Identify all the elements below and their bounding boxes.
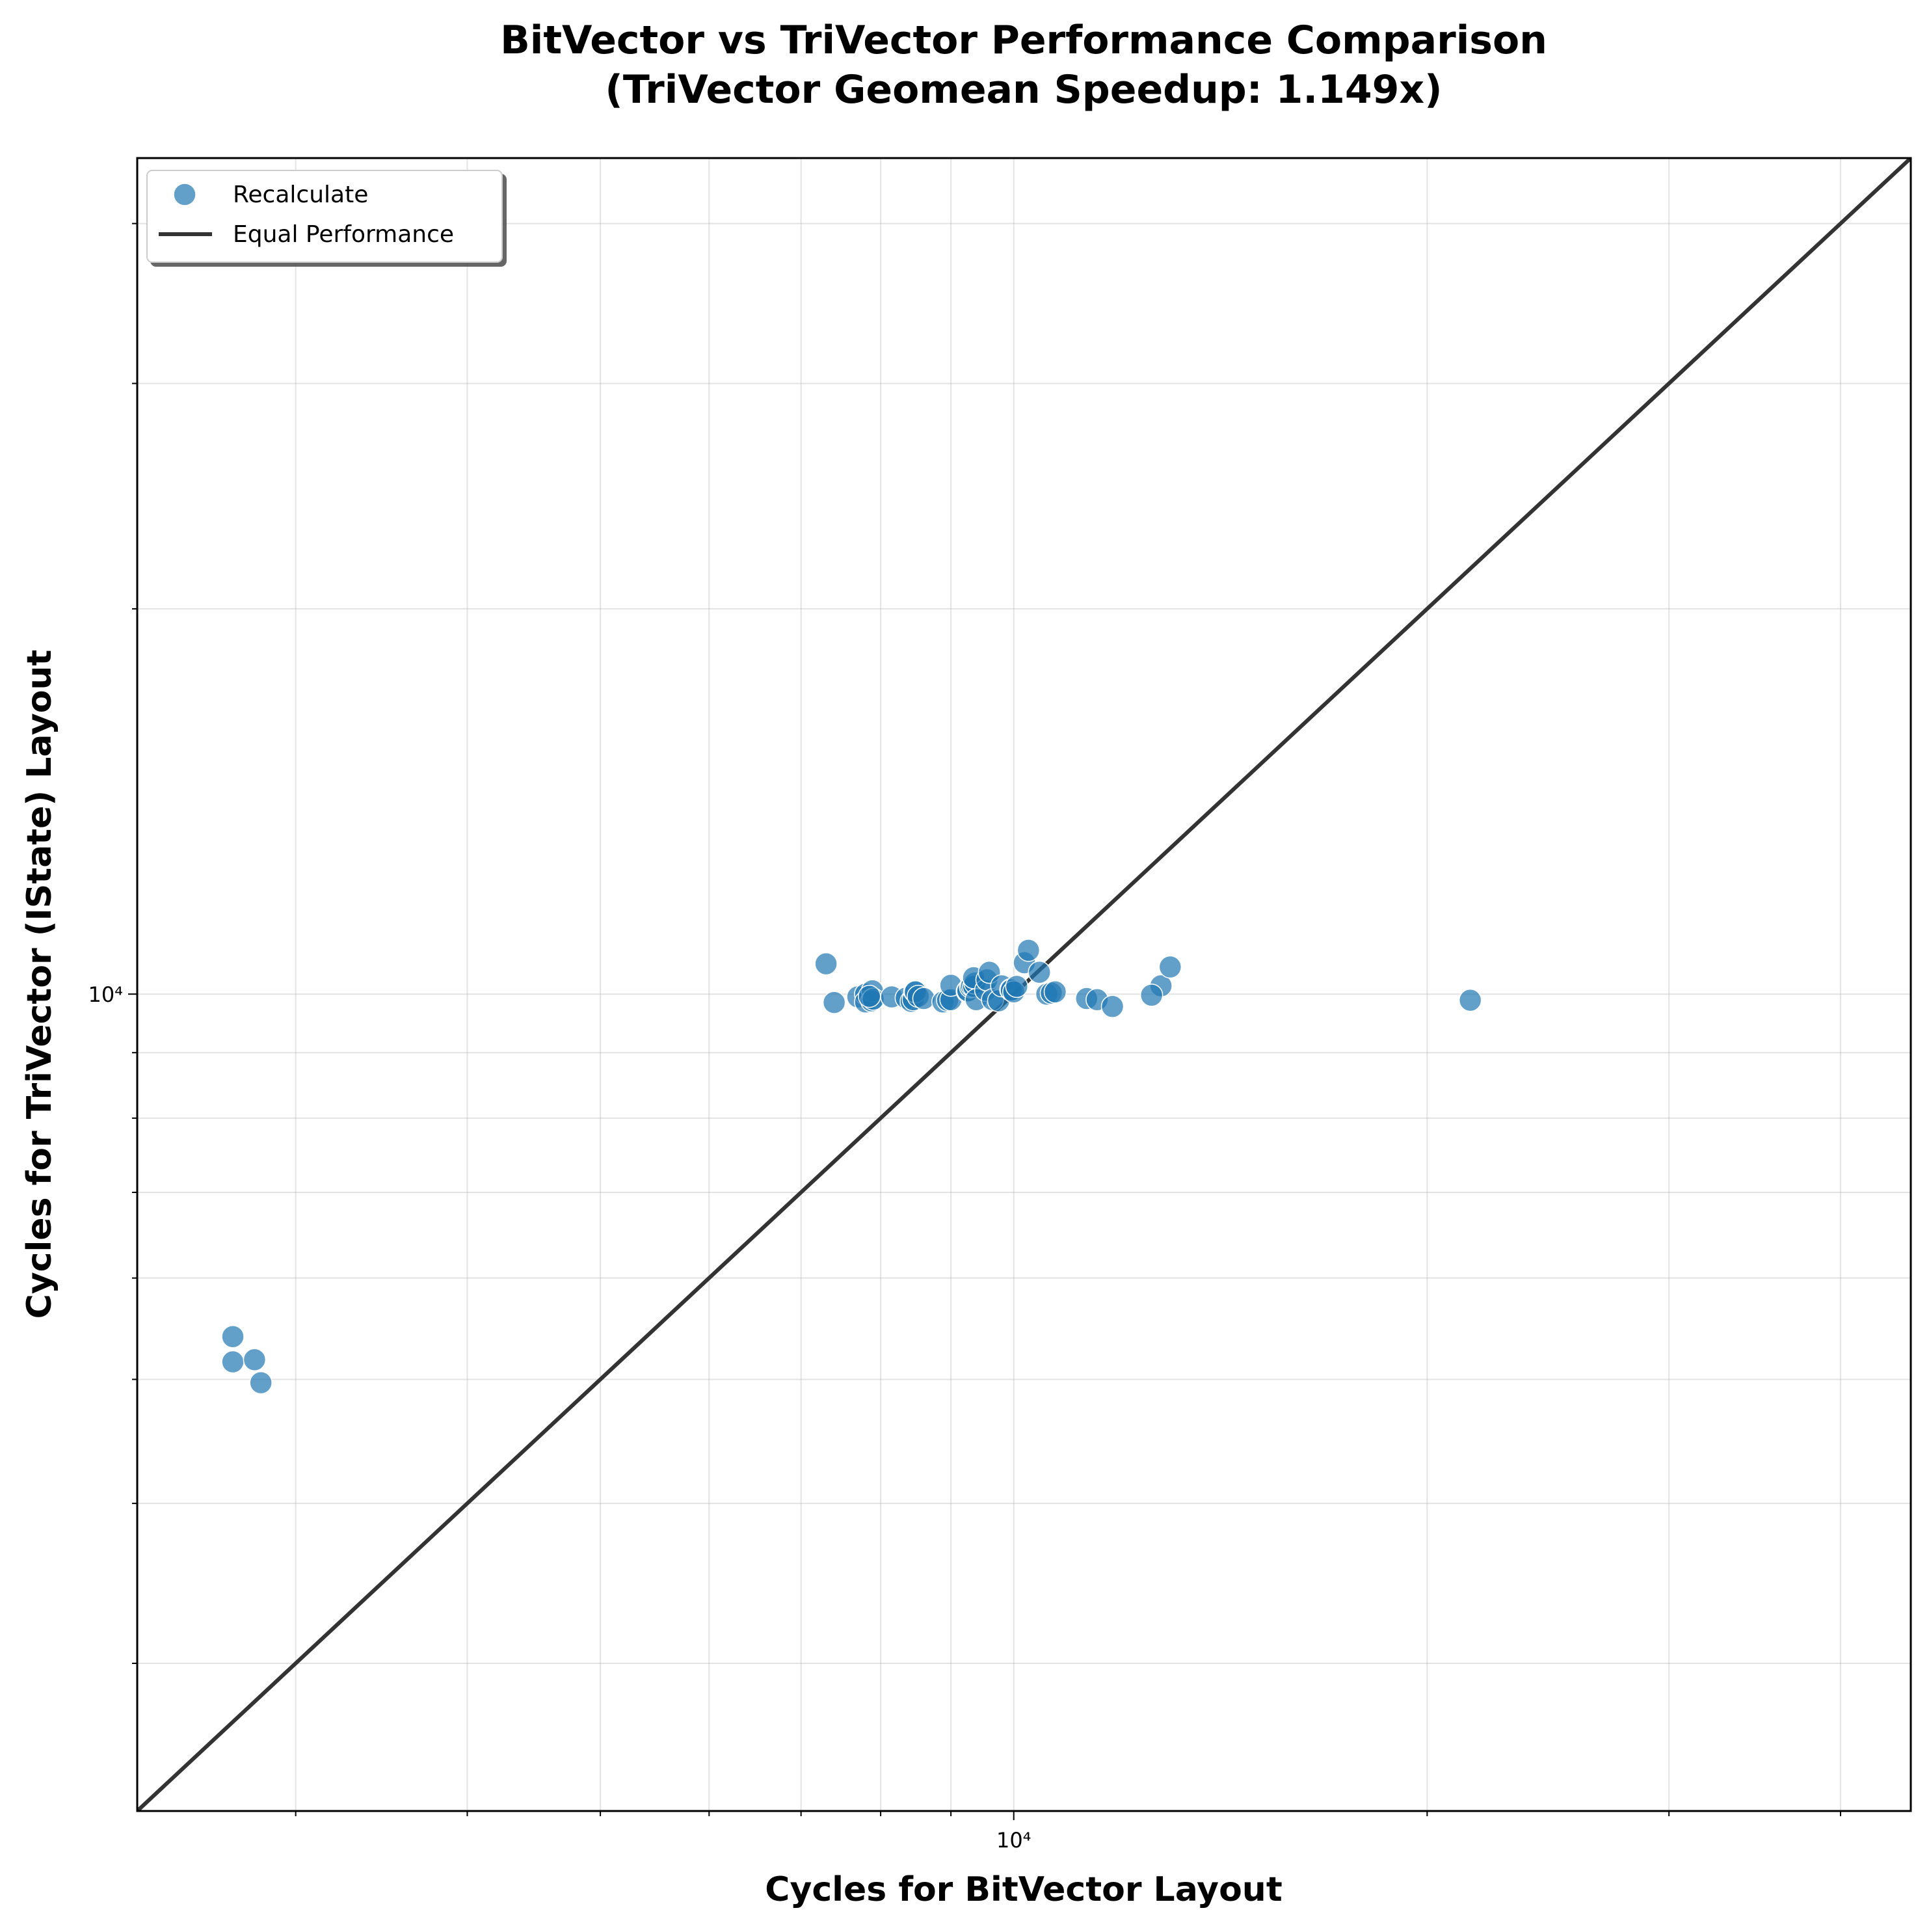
data-point	[1028, 960, 1051, 984]
data-point	[243, 1348, 267, 1372]
data-point	[221, 1350, 245, 1374]
data-point	[1017, 939, 1041, 962]
data-point	[1458, 988, 1482, 1012]
data-point	[1100, 995, 1124, 1018]
legend: Recalculate Equal Performance	[146, 170, 503, 263]
axis-ticks: 10⁴ 10⁴	[88, 222, 1841, 1853]
legend-box	[146, 170, 503, 263]
x-axis-label: Cycles for BitVector Layout	[765, 1870, 1282, 1909]
y-tick-label: 10⁴	[88, 982, 123, 1007]
legend-label-recalculate: Recalculate	[233, 181, 368, 208]
legend-marker-recalculate	[173, 183, 196, 206]
data-point	[912, 987, 936, 1010]
chart-subtitle: (TriVector Geomean Speedup: 1.149x)	[605, 67, 1442, 113]
data-point	[822, 991, 846, 1014]
grid-lines	[137, 158, 1911, 1811]
data-point	[1043, 980, 1067, 1004]
data-point	[857, 984, 881, 1008]
chart-title: BitVector vs TriVector Performance Compa…	[500, 18, 1547, 63]
data-points	[221, 939, 1482, 1395]
plot-frame	[136, 157, 1912, 1812]
data-point	[249, 1371, 273, 1395]
data-point	[1158, 955, 1182, 979]
y-axis-label: Cycles for TriVector (IState) Layout	[20, 650, 59, 1319]
data-point	[221, 1324, 245, 1348]
data-point	[814, 952, 838, 976]
data-point	[1139, 984, 1164, 1007]
data-point	[1005, 974, 1029, 999]
legend-label-equal-performance: Equal Performance	[233, 221, 454, 248]
x-tick-label: 10⁴	[996, 1828, 1031, 1853]
